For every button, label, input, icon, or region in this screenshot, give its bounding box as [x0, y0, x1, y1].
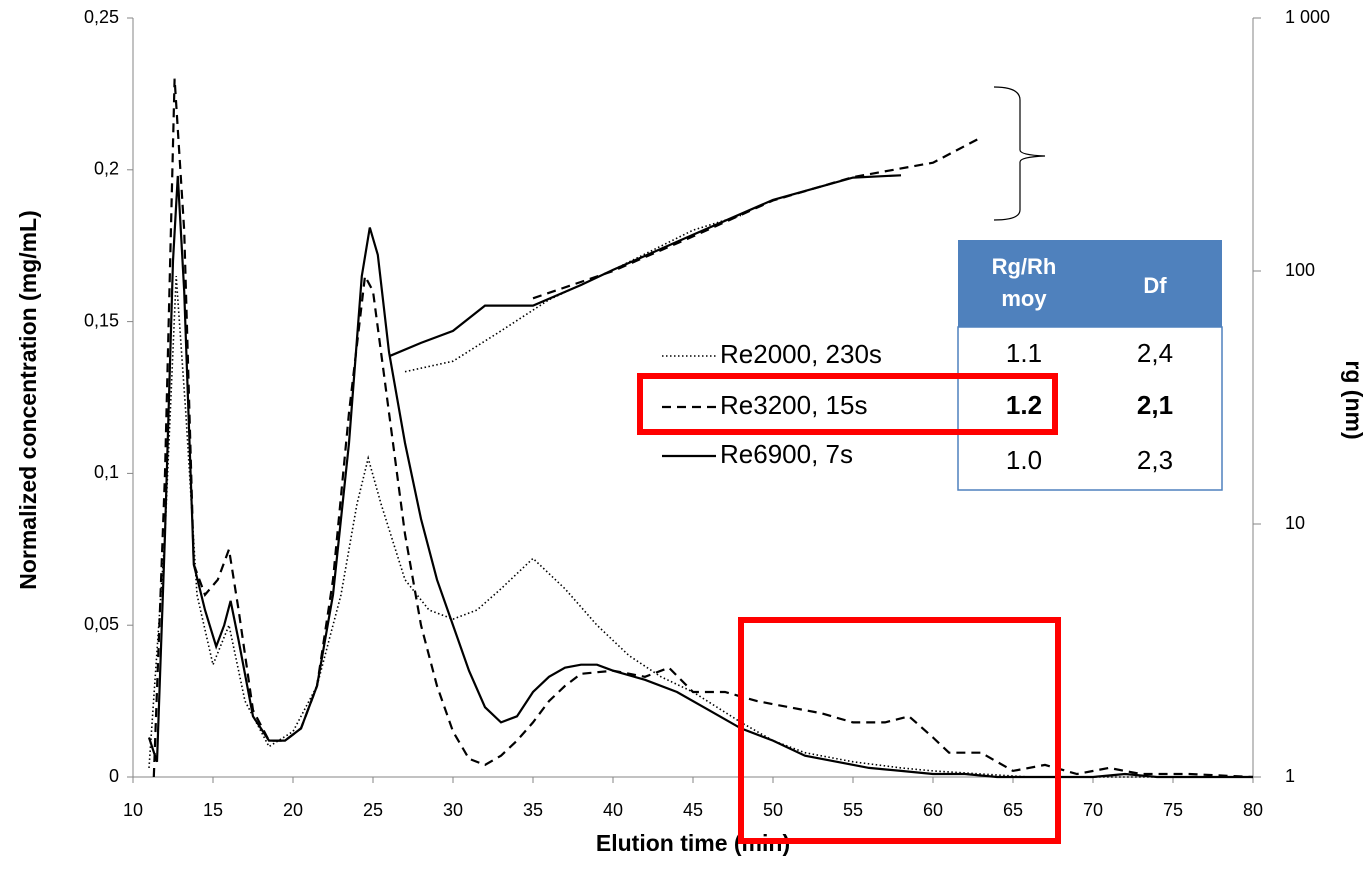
- highlight-box: [738, 617, 1061, 844]
- table-body: [957, 326, 1223, 491]
- x-tick-label: 75: [1163, 800, 1183, 820]
- x-tick-label: 40: [603, 800, 623, 820]
- x-tick-label: 35: [523, 800, 543, 820]
- y2-tick-label: 1 000: [1285, 7, 1330, 27]
- x-tick-label: 60: [923, 800, 943, 820]
- y2-tick-label: 100: [1285, 260, 1315, 280]
- table-cell: 2,3: [1137, 445, 1173, 475]
- table-cell: 2,4: [1137, 338, 1173, 368]
- series-line: [404, 214, 742, 373]
- x-tick-label: 25: [363, 800, 383, 820]
- x-tick-label: 10: [123, 800, 143, 820]
- table-cell: 2,1: [1137, 390, 1173, 420]
- x-tick-label: 20: [283, 800, 303, 820]
- y-axis-title: Normalized concentration (mg/mL): [15, 210, 41, 590]
- legend-label: Re2000, 230s: [720, 339, 882, 369]
- series-line: [147, 175, 1253, 779]
- y2-tick-label: 10: [1285, 513, 1305, 533]
- y2-tick-label: 1: [1285, 766, 1295, 786]
- x-tick-label: 70: [1083, 800, 1103, 820]
- y-tick-label: 0,05: [84, 614, 119, 634]
- highlight-box: [637, 373, 1058, 435]
- legend-label: Re6900, 7s: [720, 439, 853, 469]
- y-tick-label: 0,2: [94, 159, 119, 179]
- x-tick-label: 30: [443, 800, 463, 820]
- table-header-cell: Rg/Rh moy: [992, 254, 1057, 311]
- y-tick-label: 0,15: [84, 310, 119, 330]
- table-header-cell: Df: [1143, 273, 1167, 298]
- table-cell: 1.2: [1006, 390, 1042, 420]
- table-cell: 1.1: [1006, 338, 1042, 368]
- x-tick-label: 65: [1003, 800, 1023, 820]
- table-header: [958, 240, 1222, 327]
- x-tick-label: 45: [683, 800, 703, 820]
- x-tick-label: 55: [843, 800, 863, 820]
- x-tick-label: 80: [1243, 800, 1263, 820]
- y-tick-label: 0: [109, 766, 119, 786]
- x-tick-label: 50: [763, 800, 783, 820]
- bracket: [993, 86, 1046, 221]
- legend-label: Re3200, 15s: [720, 390, 867, 420]
- series-line: [388, 174, 902, 358]
- table-cell: 1.0: [1006, 445, 1042, 475]
- series-line: [532, 136, 982, 300]
- series-line: [152, 78, 1254, 779]
- y-tick-label: 0,25: [84, 7, 119, 27]
- y-tick-label: 0,1: [94, 462, 119, 482]
- y2-axis-title: rg (nm): [1341, 360, 1367, 439]
- x-tick-label: 15: [203, 800, 223, 820]
